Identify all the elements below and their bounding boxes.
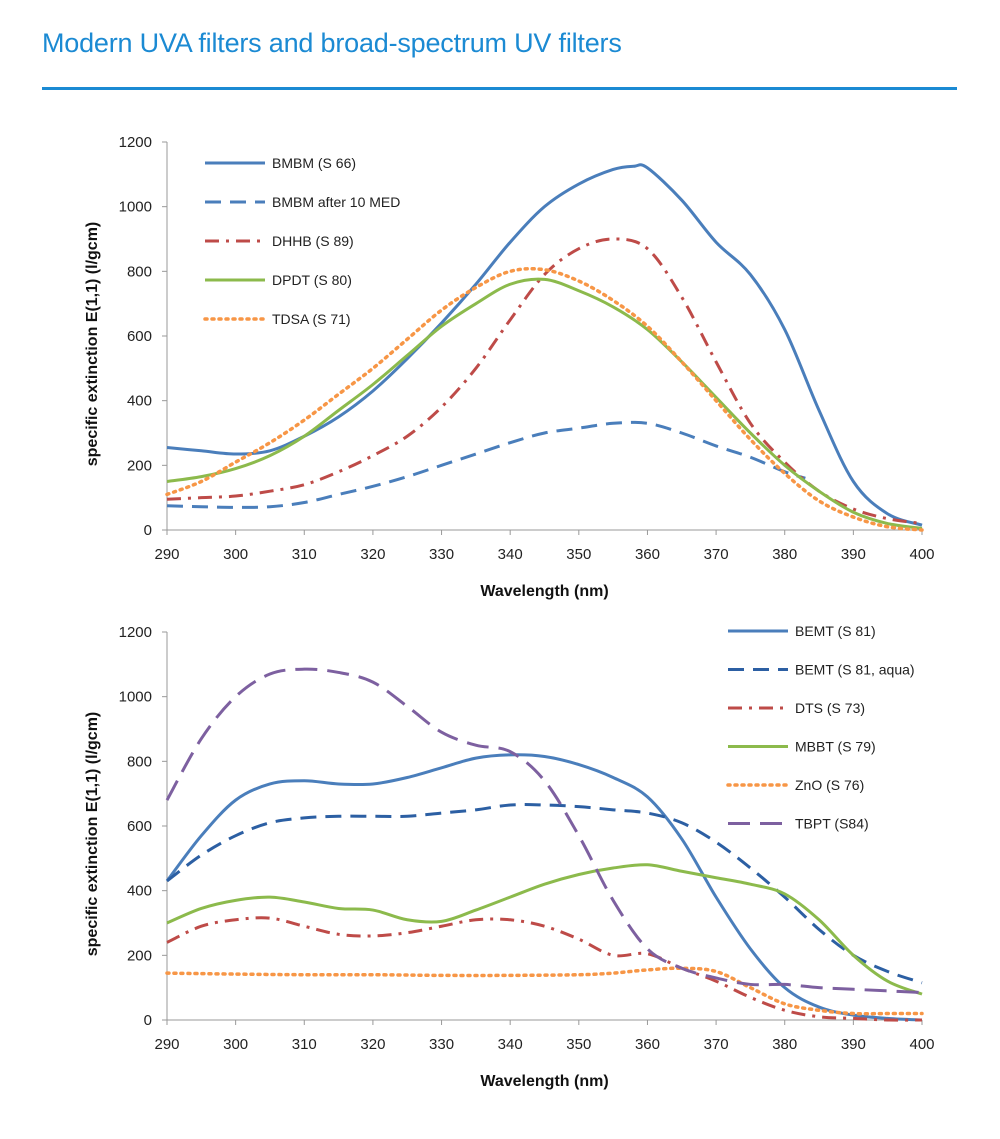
series-line-dpdt-s-80-	[166, 277, 923, 530]
y-axis-label: specific extinction E(1,1) (l/gcm)	[84, 222, 101, 467]
page-title: Modern UVA filters and broad-spectrum UV…	[42, 28, 622, 58]
series-line-bemt-s-81-aqua-	[166, 803, 923, 985]
x-tick-label: 370	[704, 546, 729, 563]
x-tick-label: 400	[909, 1036, 934, 1053]
y-tick-label: 1000	[119, 199, 152, 216]
y-tick-label: 1200	[119, 134, 152, 151]
x-tick-label: 360	[635, 546, 660, 563]
legend-label: TDSA (S 71)	[272, 311, 351, 327]
legend-label: MBBT (S 79)	[795, 739, 876, 755]
y-tick-label: 200	[127, 947, 152, 964]
y-tick-label: 200	[127, 457, 152, 474]
x-tick-label: 320	[360, 1036, 385, 1053]
x-tick-label: 340	[498, 546, 523, 563]
y-tick-label: 800	[127, 263, 152, 280]
chart-1: 0 200 400 600 800 1000 1200 290 300 310 320 330 340 3…	[84, 134, 935, 600]
legend-label: DPDT (S 80)	[272, 272, 352, 288]
series-line-mbbt-s-79-	[166, 863, 923, 996]
legend-label: BMBM after 10 MED	[272, 194, 400, 210]
legend-label: DHHB (S 89)	[272, 233, 354, 249]
x-tick-label: 350	[566, 1036, 591, 1053]
x-tick-label: 290	[154, 546, 179, 563]
x-axis-label: Wavelength (nm)	[480, 1073, 608, 1090]
legend-label: BEMT (S 81, aqua)	[795, 662, 915, 678]
y-tick-label: 400	[127, 393, 152, 410]
series-line-zno-s-76-	[165, 966, 924, 1016]
series-line-tdsa-s-71-	[165, 266, 924, 532]
x-tick-label: 390	[841, 1036, 866, 1053]
chart-2: 0 200 400 600 800 1000 1200 290 300 310 320 330 340 3…	[84, 623, 935, 1090]
y-tick-label: 400	[127, 883, 152, 900]
x-tick-label: 320	[360, 546, 385, 563]
y-tick-label: 1200	[119, 624, 152, 641]
series-line-bmbm-s-66-	[166, 163, 923, 527]
x-tick-label: 310	[292, 546, 317, 563]
x-tick-label: 350	[566, 546, 591, 563]
series-line-dts-s-73-	[166, 916, 923, 1022]
x-tick-label: 330	[429, 546, 454, 563]
x-tick-label: 300	[223, 546, 248, 563]
y-tick-label: 1000	[119, 689, 152, 706]
x-tick-label: 390	[841, 546, 866, 563]
legend-label: BEMT (S 81)	[795, 623, 876, 639]
y-axis-label: specific extinction E(1,1) (l/gcm)	[84, 712, 101, 957]
series-line-bmbm-after-10-med	[166, 420, 806, 509]
legend-label: TBPT (S84)	[795, 816, 869, 832]
y-tick-label: 0	[144, 1012, 152, 1029]
x-tick-label: 340	[498, 1036, 523, 1053]
legend-label: DTS (S 73)	[795, 700, 865, 716]
x-tick-label: 380	[772, 546, 797, 563]
y-tick-label: 600	[127, 818, 152, 835]
title-divider	[42, 87, 957, 90]
y-tick-label: 0	[144, 522, 152, 539]
legend-label: BMBM (S 66)	[272, 155, 356, 171]
series-line-bemt-s-81-	[165, 753, 923, 1022]
y-tick-label: 600	[127, 328, 152, 345]
legend-label: ZnO (S 76)	[795, 777, 864, 793]
x-tick-label: 370	[704, 1036, 729, 1053]
x-tick-label: 300	[223, 1036, 248, 1053]
x-axis-label: Wavelength (nm)	[480, 583, 608, 600]
x-tick-label: 330	[429, 1036, 454, 1053]
x-tick-label: 360	[635, 1036, 660, 1053]
x-tick-label: 290	[154, 1036, 179, 1053]
x-tick-label: 400	[909, 546, 934, 563]
y-tick-label: 800	[127, 753, 152, 770]
x-tick-label: 310	[292, 1036, 317, 1053]
series-line-dhhb-s-89-	[166, 237, 923, 526]
x-tick-label: 380	[772, 1036, 797, 1053]
